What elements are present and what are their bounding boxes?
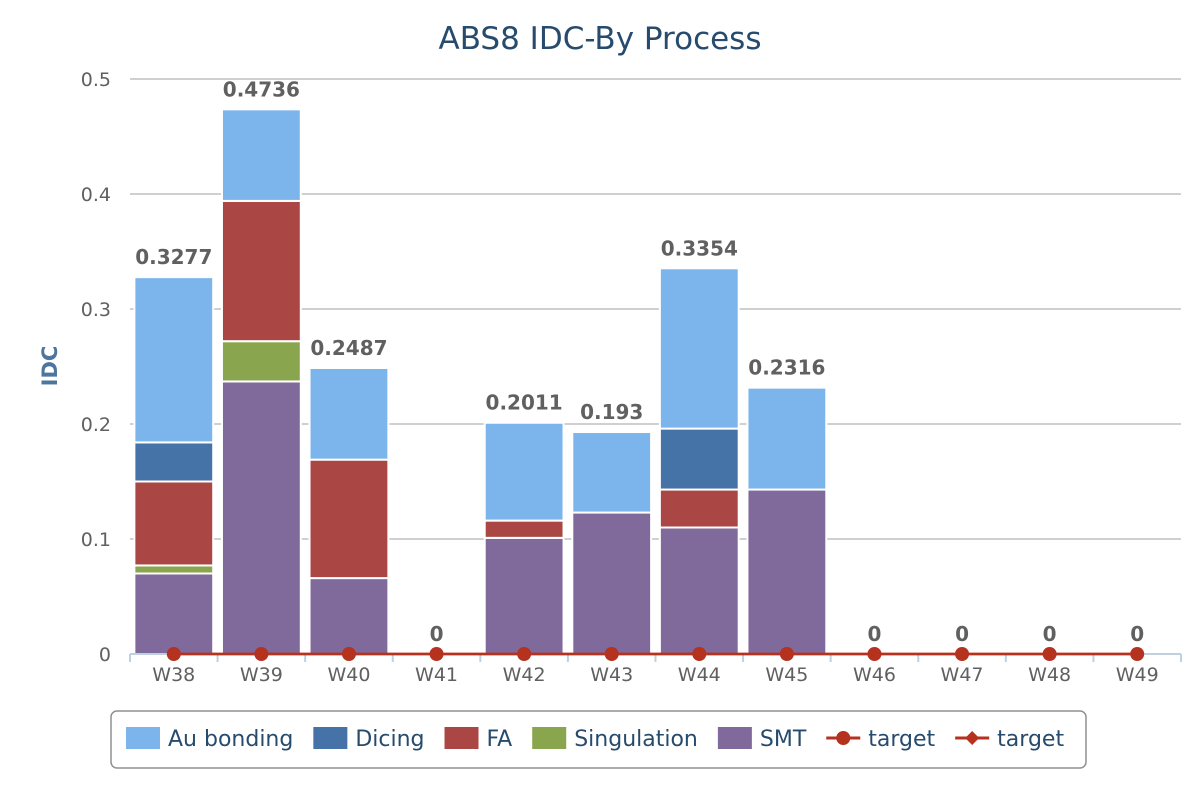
x-tick-label: W41 [415,664,458,686]
bar-segment-fa[interactable] [658,488,740,529]
bar-segment-smt[interactable] [658,526,740,655]
legend-swatch[interactable] [126,727,160,749]
stack-total-label: 0.3354 [661,236,738,260]
bar-segment-au-bonding[interactable] [571,431,653,514]
y-tick-label: 0 [99,644,111,666]
bar-segment-smt[interactable] [308,577,390,655]
bar-segment-dicing[interactable] [133,441,215,483]
x-tick-label: W40 [327,664,370,686]
stack-total-label: 0 [430,622,444,646]
legend: Au bonding Dicing FA Singulation SMT target ta… [110,710,1087,769]
x-axis-ticks: W38 W39 W40 W41 W42 W43 W44 W45 W46 W47 W48 W49 [152,664,1158,686]
x-tick-label: W47 [941,664,984,686]
bar-segment-fa[interactable] [308,458,390,580]
legend-label[interactable]: Dicing [355,727,424,752]
legend-swatch[interactable] [444,727,479,749]
bar-segment-au-bonding[interactable] [483,421,565,522]
stack-total-label: 0.3277 [135,245,212,269]
bar-segment-singulation[interactable] [220,340,302,383]
bar-segment-smt[interactable] [220,380,302,655]
stack-total-label: 0.193 [580,400,643,424]
target-lines [166,647,1145,661]
y-tick-label: 0.1 [81,529,111,551]
legend-label[interactable]: SMT [760,727,807,752]
y-tick-label: 0.5 [81,69,111,91]
bar-segment-dicing[interactable] [658,427,740,491]
legend-circle-marker [836,731,851,745]
x-tick-label: W45 [765,664,808,686]
legend-label[interactable]: Au bonding [168,727,293,752]
legend-swatch[interactable] [532,727,567,749]
bar-segment-au-bonding[interactable] [308,366,390,461]
x-tick-label: W44 [678,664,721,686]
bar-segment-smt[interactable] [483,536,565,655]
legend-label[interactable]: FA [487,727,513,752]
stack-total-label: 0.2011 [486,391,563,415]
bar-segment-smt[interactable] [571,511,653,655]
bar-segment-au-bonding[interactable] [220,108,302,202]
y-axis-label: IDC [38,346,62,387]
stack-total-label: 0 [955,622,969,646]
bar-segment-smt[interactable] [133,572,215,655]
legend-diamond-marker [965,731,980,745]
bar-segment-au-bonding[interactable] [658,267,740,430]
x-tick-label: W46 [853,664,896,686]
chart-title: ABS8 IDC-By Process [439,21,762,57]
x-tick-label: W43 [590,664,633,686]
x-tick-label: W49 [1116,664,1159,686]
x-tick-label: W38 [152,664,195,686]
bar-segment-singulation[interactable] [133,564,215,575]
legend-box [110,710,1087,769]
legend-label[interactable]: target [868,727,935,752]
legend-swatch[interactable] [717,727,752,749]
legend-swatch[interactable] [313,727,348,749]
x-tick-label: W39 [240,664,283,686]
bar-series [133,108,828,655]
x-tick-label: W42 [503,664,546,686]
stack-total-label: 0.2316 [748,356,825,380]
y-tick-label: 0.3 [81,299,111,321]
stack-total-label: 0.4736 [223,77,300,101]
bar-segment-fa[interactable] [133,480,215,567]
y-tick-label: 0.4 [81,184,111,206]
stack-total-label: 0 [1043,622,1057,646]
stack-total-label: 0.2487 [310,336,387,360]
bar-segment-au-bonding[interactable] [746,386,828,491]
y-axis-ticks: 0 0.1 0.2 0.3 0.4 0.5 [81,69,111,666]
bar-segment-fa[interactable] [220,199,302,343]
stack-total-label: 0 [867,622,881,646]
stack-total-label: 0 [1130,622,1144,646]
legend-label[interactable]: target [997,727,1064,752]
stack-totals: 0.3277 0.4736 0.2487 0 0.2011 0.193 0.3354 0.23… [135,77,1144,646]
bar-segment-smt[interactable] [746,488,828,655]
x-tick-label: W48 [1028,664,1071,686]
bar-segment-au-bonding[interactable] [133,276,215,444]
legend-label[interactable]: Singulation [574,727,698,752]
y-tick-label: 0.2 [81,414,111,436]
bar-segment-fa[interactable] [483,519,565,539]
